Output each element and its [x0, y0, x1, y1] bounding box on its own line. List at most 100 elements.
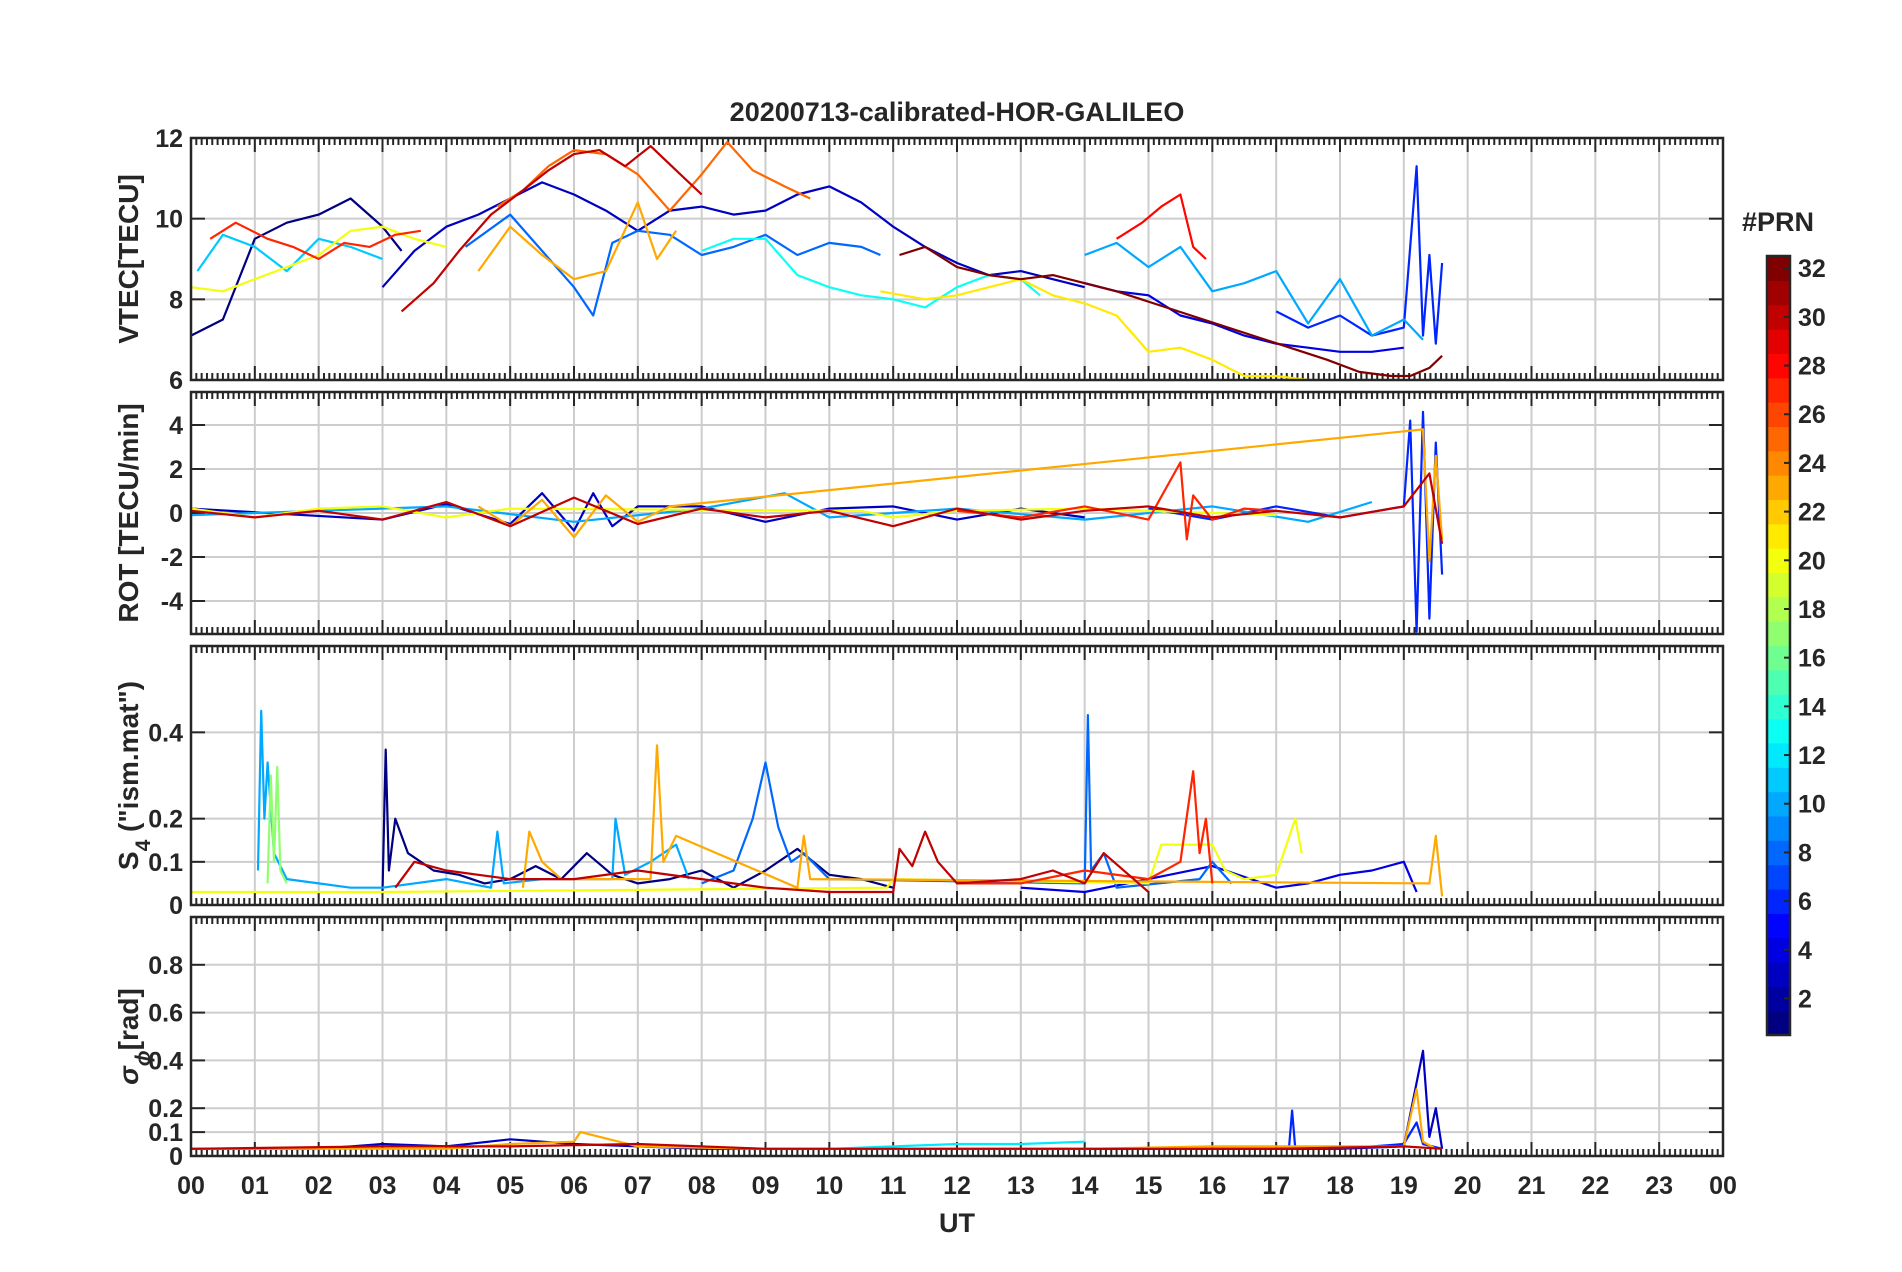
series-group — [191, 140, 1444, 380]
series-prn-27 — [957, 770, 1214, 885]
series-prn-1 — [191, 197, 403, 337]
colorbar-segment — [1767, 523, 1790, 549]
colorbar-tick-label: 20 — [1798, 547, 1826, 575]
y-tick-label: 0.4 — [148, 1047, 183, 1075]
x-tick-label: 10 — [815, 1172, 843, 1200]
panel-frame — [189, 644, 1725, 907]
colorbar-segment — [1767, 499, 1790, 525]
colorbar-tick-label: 32 — [1798, 255, 1826, 283]
colorbar-segment — [1767, 402, 1790, 428]
colorbar-tick-label: 28 — [1798, 353, 1826, 381]
y-axis-label-rest: ("ism.mat") — [113, 681, 144, 840]
y-axis-label-rest: [rad] — [113, 988, 144, 1050]
series-prn-23 — [521, 744, 1444, 897]
series-prn-20 — [191, 817, 1303, 894]
panel-rot: -4 -2 0 2 4 ROT [TECU/min] — [113, 390, 1725, 636]
x-tick-label: 04 — [432, 1172, 460, 1200]
series-prn-30 — [394, 830, 1150, 894]
chart-title: 20200713-calibrated-HOR-GALILEO — [730, 97, 1185, 127]
series-prn-30 — [191, 1142, 1443, 1150]
x-tick-label: 22 — [1581, 1172, 1609, 1200]
x-tick-label: 19 — [1390, 1172, 1418, 1200]
colorbar-segment — [1767, 888, 1790, 914]
y-axis-label: σϕ[rad] — [113, 988, 155, 1085]
colorbar-segment — [1767, 718, 1790, 744]
series-prn-12 — [829, 1140, 1085, 1150]
y-tick-label: 10 — [155, 206, 183, 234]
colorbar-segment — [1767, 937, 1790, 963]
colorbar-segment — [1767, 280, 1790, 306]
series-prn-30 — [400, 145, 703, 313]
y-tick-label: -4 — [161, 588, 183, 616]
series-prn-10 — [256, 709, 690, 889]
x-tick-label: 23 — [1645, 1172, 1673, 1200]
y-axis-label: ROT [TECU/min] — [113, 403, 144, 622]
colorbar-tick-label: 6 — [1798, 888, 1812, 916]
y-axis-label: VTEC[TECU] — [113, 174, 144, 344]
x-axis-label: UT — [939, 1208, 975, 1238]
y-tick-label: 0.4 — [148, 719, 183, 747]
x-tick-label: 14 — [1071, 1172, 1099, 1200]
x-tick-label: 08 — [688, 1172, 716, 1200]
y-tick-label: 0.6 — [148, 1000, 183, 1028]
series-prn-27 — [209, 221, 421, 261]
series-prn-23 — [477, 201, 678, 281]
series-prn-6 — [1148, 410, 1444, 633]
x-tick-label: 07 — [624, 1172, 652, 1200]
colorbar-segment — [1767, 450, 1790, 476]
x-tick-label: 21 — [1518, 1172, 1546, 1200]
colorbar-segment — [1767, 694, 1790, 720]
x-tick-label: 20 — [1454, 1172, 1482, 1200]
y-tick-label: 6 — [169, 367, 183, 395]
colorbar-segment — [1767, 304, 1790, 330]
y-tick-label: 4 — [169, 412, 183, 440]
panel-vtec: 6 8 10 12 VTEC[TECU] — [113, 125, 1725, 395]
panel-s4: 00.10.20.4S4 ("ism.mat") — [113, 644, 1725, 920]
x-tick-label: 09 — [752, 1172, 780, 1200]
colorbar-segment — [1767, 426, 1790, 452]
x-tick-label: 12 — [943, 1172, 971, 1200]
x-tick-label: 00 — [177, 1172, 205, 1200]
series-prn-30 — [191, 472, 1444, 544]
colorbar-tick-label: 22 — [1798, 499, 1826, 527]
series-prn-11 — [196, 233, 383, 273]
y-axis-label-main: σ — [113, 1065, 144, 1085]
colorbar-segment — [1767, 986, 1790, 1012]
colorbar-tick-label: 12 — [1798, 742, 1826, 770]
y-tick-label: -2 — [161, 544, 183, 572]
y-tick-label: 8 — [169, 286, 183, 314]
colorbar-title: #PRN — [1742, 207, 1814, 237]
x-tick-label: 15 — [1135, 1172, 1163, 1200]
colorbar-segment — [1767, 1010, 1790, 1036]
colorbar-segment — [1767, 475, 1790, 501]
x-tick-label: 05 — [496, 1172, 524, 1200]
colorbar-tick-label: 18 — [1798, 596, 1826, 624]
colorbar-segment — [1767, 256, 1790, 281]
series-prn-17 — [266, 765, 288, 884]
y-axis-label-sub: ϕ — [132, 1050, 155, 1066]
panel-sigma: 00.10.2 0.4 0.6 0.8 σϕ[rad] — [113, 915, 1725, 1171]
y-tick-label: 0.1 — [148, 1119, 183, 1147]
colorbar-segment — [1767, 961, 1790, 987]
colorbar-frame — [1765, 254, 1792, 1037]
y-axis-label: S4 ("ism.mat") — [113, 681, 155, 870]
panel-frame — [189, 390, 1725, 636]
series-prn-25 — [496, 140, 811, 212]
series-prn-6 — [1276, 1109, 1443, 1150]
y-tick-label: 0.2 — [148, 806, 183, 834]
x-tick-labels: 00 01 02 03 04 05 06 07 08 09 10 11 12 13 14 15 16 17 18 19… — [177, 1172, 1737, 1200]
panel-frame — [189, 136, 1725, 382]
colorbar-tick-label: 16 — [1798, 645, 1826, 673]
series-prn-6 — [1275, 165, 1444, 345]
y-tick-label: 0.1 — [148, 849, 183, 877]
series-prn-4 — [1084, 282, 1404, 353]
colorbar-segment — [1767, 329, 1790, 354]
y-tick-label: 0 — [169, 500, 183, 528]
x-tick-label: 13 — [1007, 1172, 1035, 1200]
x-tick-label: 16 — [1198, 1172, 1226, 1200]
colorbar-segment — [1767, 669, 1790, 695]
y-tick-label: 12 — [155, 125, 183, 153]
y-axis-label-main: S — [113, 851, 144, 870]
